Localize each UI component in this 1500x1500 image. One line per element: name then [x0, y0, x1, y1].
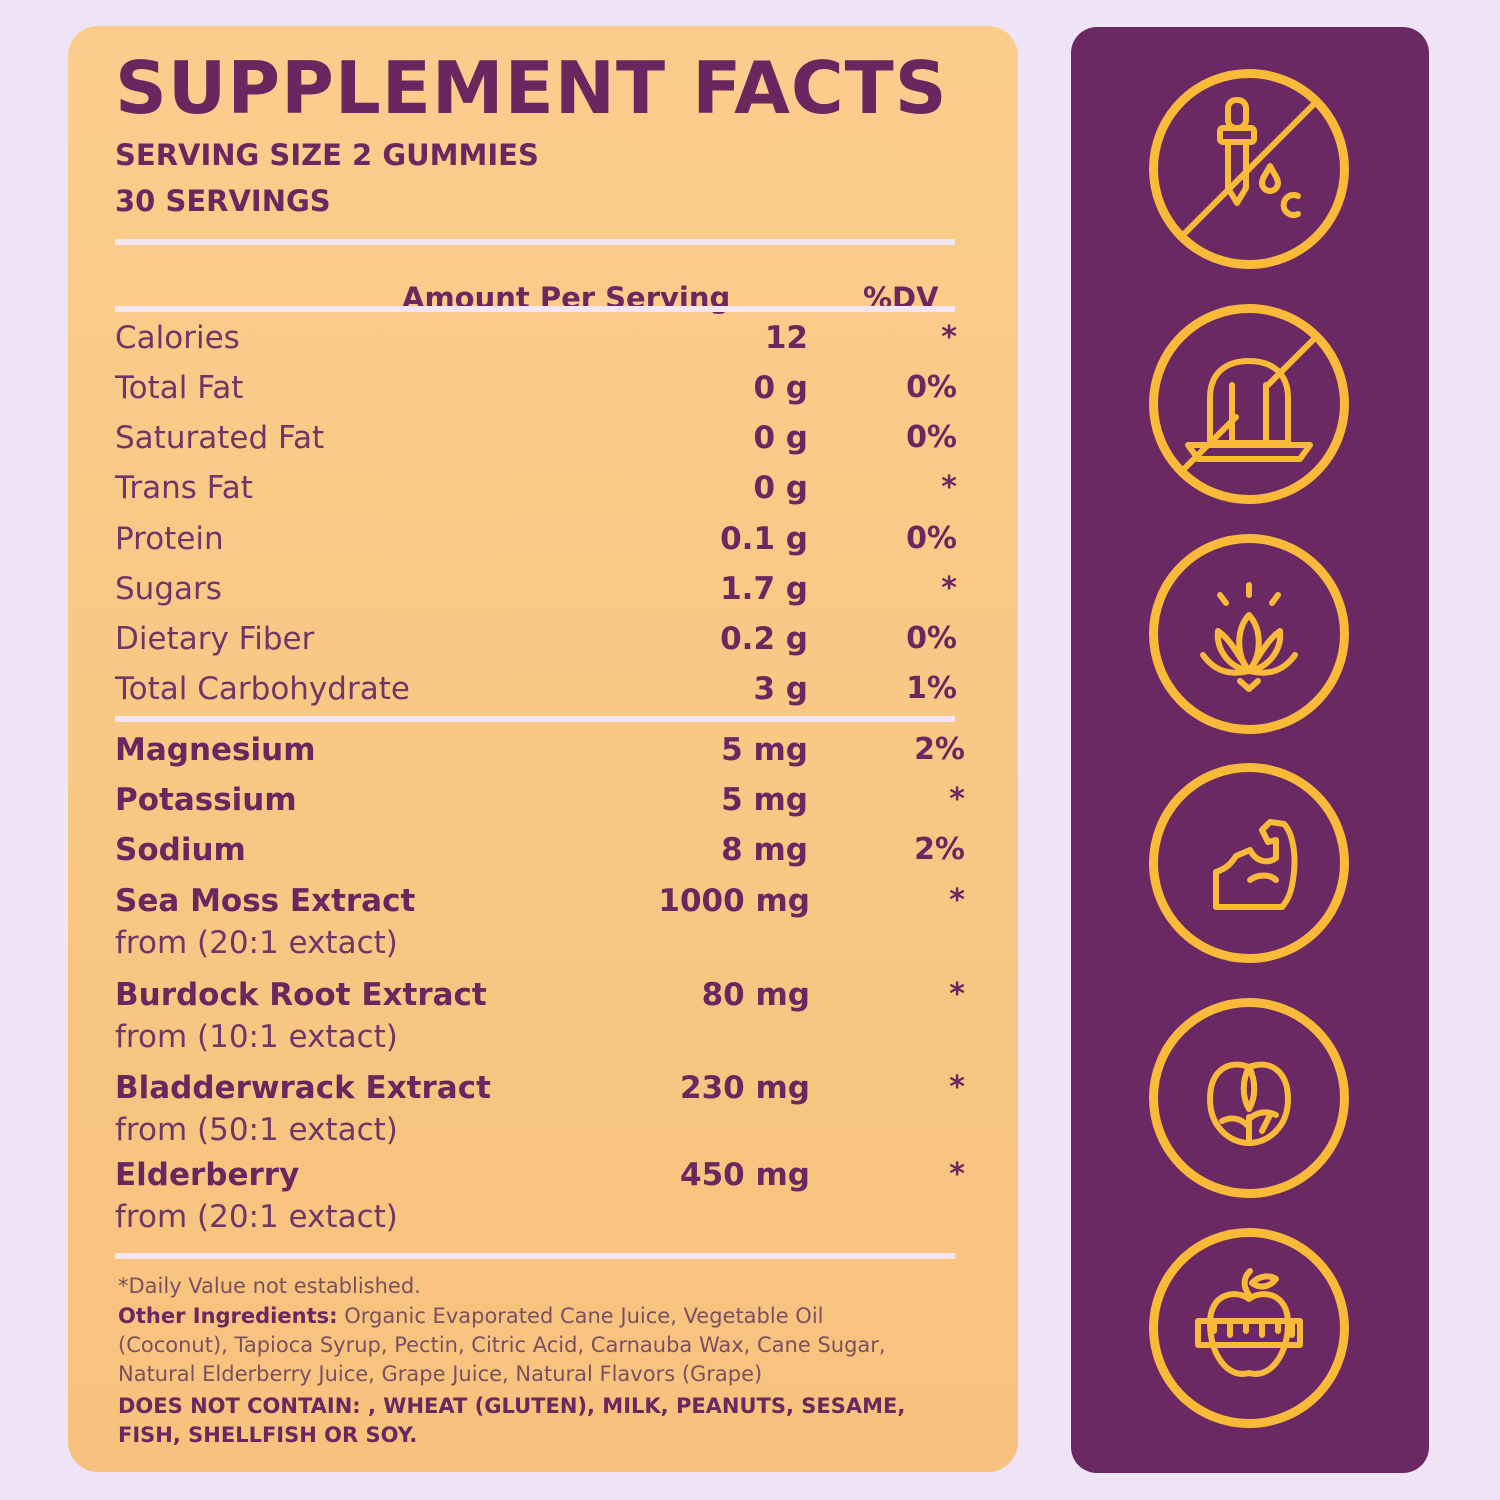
- fact-amount: 0 g: [753, 470, 808, 506]
- fact-dv: 1%: [906, 671, 957, 706]
- fact-dv: *: [941, 320, 957, 355]
- fact-label: Sugars: [115, 571, 222, 607]
- fact-row: Dietary Fiber 0.2 g 0%: [115, 624, 965, 664]
- fact-label: Total Carbohydrate: [115, 671, 410, 707]
- badge-strength: [1149, 763, 1349, 963]
- fact-label: Total Fat: [115, 370, 244, 406]
- divider-bottom: [115, 1253, 955, 1259]
- mineral-dv: 2%: [914, 832, 965, 867]
- extract-amount: 230 mg: [680, 1070, 810, 1106]
- panel-title: SUPPLEMENT FACTS: [115, 46, 948, 130]
- lotus-icon: [1200, 582, 1298, 692]
- extract-source: from (50:1 extact): [115, 1112, 398, 1148]
- fact-label: Calories: [115, 320, 240, 356]
- fact-label: Protein: [115, 521, 224, 557]
- fact-row: Total Fat 0 g 0%: [115, 373, 965, 413]
- fact-amount: 0 g: [753, 370, 808, 406]
- muscle-arm-icon: [1213, 819, 1298, 910]
- extract-amount: 1000 mg: [658, 883, 810, 919]
- mineral-amount: 5 mg: [721, 782, 808, 818]
- does-not-contain: DOES NOT CONTAIN: , WHEAT (GLUTEN), MILK…: [118, 1394, 906, 1418]
- badge-no-gelatin: [1149, 304, 1349, 504]
- fact-amount: 0.2 g: [720, 621, 808, 657]
- fact-dv: *: [941, 470, 957, 505]
- divider-minerals: [115, 716, 955, 722]
- mineral-label: Potassium: [115, 782, 297, 818]
- daily-value-footnote: *Daily Value not established.: [118, 1274, 421, 1298]
- fact-dv: 0%: [906, 621, 957, 656]
- fact-dv: 0%: [906, 370, 957, 405]
- fact-amount: 3 g: [753, 671, 808, 707]
- fact-dv: 0%: [906, 420, 957, 455]
- other-ingredients-line: (Coconut), Tapioca Syrup, Pectin, Citric…: [118, 1333, 886, 1357]
- fact-row: Sugars 1.7 g *: [115, 574, 965, 614]
- extract-label: Sea Moss Extract: [115, 883, 416, 919]
- mineral-dv: 2%: [914, 732, 965, 767]
- serving-size: SERVING SIZE 2 GUMMIES: [115, 138, 539, 172]
- fact-label: Dietary Fiber: [115, 621, 315, 657]
- extract-source: from (10:1 extact): [115, 1019, 398, 1055]
- badge-no-dropper: [1149, 69, 1349, 269]
- apple-measuring-tape-icon: [1195, 1268, 1303, 1377]
- supplement-facts-panel: SUPPLEMENT FACTS SERVING SIZE 2 GUMMIES …: [68, 26, 1018, 1472]
- other-ingredients-line: Natural Elderberry Juice, Grape Juice, N…: [118, 1362, 763, 1386]
- fact-label: Saturated Fat: [115, 420, 325, 456]
- extract-label: Burdock Root Extract: [115, 977, 487, 1013]
- servings-count: 30 SERVINGS: [115, 184, 331, 218]
- other-ingredients: Other Ingredients: Organic Evaporated Ca…: [118, 1302, 988, 1331]
- mineral-amount: 8 mg: [721, 832, 808, 868]
- fact-dv: *: [941, 571, 957, 606]
- fact-amount: 0.1 g: [720, 521, 808, 557]
- extract-dv: *: [949, 977, 965, 1012]
- fact-amount: 1.7 g: [720, 571, 808, 607]
- extract-row: Sea Moss Extract from (20:1 extact) 1000 m…: [115, 886, 965, 970]
- mineral-row: Potassium 5 mg *: [115, 785, 965, 825]
- fact-row: Calories 12 *: [115, 323, 965, 363]
- no-gelatin-icon: [1182, 337, 1316, 471]
- extract-label: Elderberry: [115, 1157, 300, 1193]
- extract-row: Bladderwrack Extract from (50:1 extact) 23…: [115, 1073, 965, 1157]
- fact-row: Saturated Fat 0 g 0%: [115, 423, 965, 463]
- other-ingredients-label: Other Ingredients:: [118, 1304, 338, 1328]
- mineral-dv: *: [949, 782, 965, 817]
- fact-row: Total Carbohydrate 3 g 1%: [115, 674, 965, 714]
- extract-amount: 450 mg: [680, 1157, 810, 1193]
- extract-source: from (20:1 extact): [115, 925, 398, 961]
- mineral-row: Magnesium 5 mg 2%: [115, 735, 965, 775]
- does-not-contain-line: FISH, SHELLFISH OR SOY.: [118, 1423, 418, 1447]
- badge-lotus: [1149, 534, 1349, 734]
- mineral-label: Magnesium: [115, 732, 316, 768]
- fact-row: Protein 0.1 g 0%: [115, 524, 965, 564]
- fact-amount: 0 g: [753, 420, 808, 456]
- no-dropper-icon: [1182, 97, 1316, 236]
- extract-dv: *: [949, 1157, 965, 1192]
- divider-header: [115, 306, 955, 312]
- extract-row: Burdock Root Extract from (10:1 extact) 80…: [115, 980, 965, 1064]
- badge-plant-based: [1149, 998, 1349, 1198]
- fact-amount: 12: [764, 320, 808, 356]
- mineral-label: Sodium: [115, 832, 246, 868]
- mineral-row: Sodium 8 mg 2%: [115, 835, 965, 875]
- mineral-amount: 5 mg: [721, 732, 808, 768]
- fact-dv: 0%: [906, 521, 957, 556]
- extract-dv: *: [949, 883, 965, 918]
- extract-amount: 80 mg: [701, 977, 810, 1013]
- badge-weight: [1149, 1228, 1349, 1428]
- extract-dv: *: [949, 1070, 965, 1105]
- fact-label: Trans Fat: [115, 470, 253, 506]
- benefits-icon-sidebar: [1071, 27, 1429, 1473]
- fact-row: Trans Fat 0 g *: [115, 473, 965, 513]
- divider-top: [115, 239, 955, 245]
- extract-source: from (20:1 extact): [115, 1199, 398, 1235]
- leaves-icon: [1207, 1061, 1291, 1146]
- other-ingredients-text: Organic Evaporated Cane Juice, Vegetable…: [337, 1304, 824, 1328]
- extract-label: Bladderwrack Extract: [115, 1070, 491, 1106]
- extract-row: Elderberry from (20:1 extact) 450 mg *: [115, 1160, 965, 1244]
